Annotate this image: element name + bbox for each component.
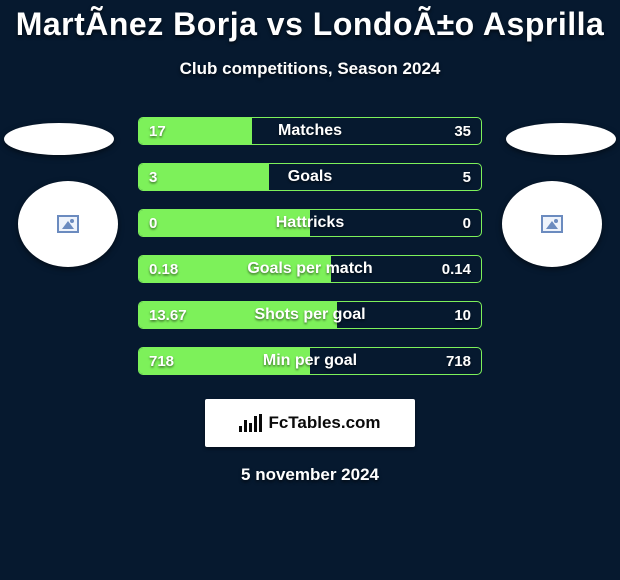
avatar-left (18, 181, 118, 267)
avatar-right (502, 181, 602, 267)
stat-value-right: 0.14 (432, 256, 481, 282)
brand-text: FcTables.com (268, 413, 380, 433)
page-title: MartÃ­nez Borja vs LondoÃ±o Asprilla (0, 0, 620, 43)
flag-right (506, 123, 616, 155)
stat-fill-left (139, 210, 310, 236)
subtitle: Club competitions, Season 2024 (0, 59, 620, 79)
stat-fill-left (139, 348, 310, 374)
brand-box: FcTables.com (205, 399, 415, 447)
stat-fill-left (139, 118, 252, 144)
stat-value-right: 35 (444, 118, 481, 144)
placeholder-image-icon (541, 215, 563, 233)
placeholder-image-icon (57, 215, 79, 233)
stat-bars: 1735Matches 35Goals 00Hattricks 0.180.14Goa… (138, 117, 482, 393)
date-text: 5 november 2024 (0, 465, 620, 485)
stat-value-right: 5 (453, 164, 481, 190)
stat-fill-left (139, 256, 331, 282)
stat-row: 35Goals (138, 163, 482, 191)
stat-value-right: 0 (453, 210, 481, 236)
comparison-stage: 1735Matches 35Goals 00Hattricks 0.180.14Goa… (0, 117, 620, 387)
stat-row: 718718Min per goal (138, 347, 482, 375)
flag-left (4, 123, 114, 155)
stat-value-right: 718 (436, 348, 481, 374)
stat-fill-left (139, 302, 337, 328)
stat-value-right: 10 (444, 302, 481, 328)
stat-fill-left (139, 164, 269, 190)
stat-row: 00Hattricks (138, 209, 482, 237)
stat-row: 0.180.14Goals per match (138, 255, 482, 283)
stat-row: 13.6710Shots per goal (138, 301, 482, 329)
bar-chart-icon (239, 414, 262, 432)
stat-row: 1735Matches (138, 117, 482, 145)
